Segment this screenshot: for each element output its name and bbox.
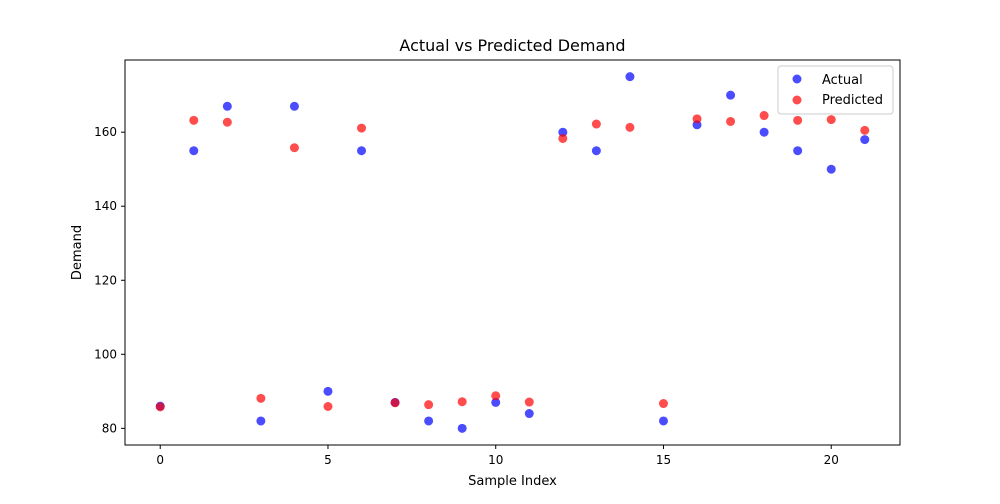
x-tick-label: 10: [488, 453, 503, 467]
point-predicted: [793, 115, 803, 125]
x-tick-label: 15: [656, 453, 671, 467]
legend-label-predicted: Predicted: [822, 93, 883, 108]
point-actual: [591, 146, 601, 156]
legend-marker-actual: [792, 74, 802, 84]
point-actual: [491, 397, 501, 407]
y-axis-label: Demand: [70, 225, 85, 280]
chart-title: Actual vs Predicted Demand: [399, 36, 625, 55]
point-predicted: [524, 397, 534, 407]
point-actual: [189, 146, 199, 156]
point-predicted: [189, 115, 199, 125]
point-predicted: [860, 125, 870, 135]
point-predicted: [424, 400, 434, 410]
legend-label-actual: Actual: [822, 73, 863, 88]
point-predicted: [658, 399, 668, 409]
point-predicted: [289, 143, 299, 153]
x-tick-label: 0: [156, 453, 164, 467]
point-actual: [256, 416, 266, 426]
legend: Actual Predicted: [777, 65, 894, 115]
legend-marker-predicted: [792, 95, 802, 105]
point-actual: [826, 164, 836, 174]
point-actual: [289, 101, 299, 111]
point-actual: [625, 72, 635, 82]
point-predicted: [155, 402, 165, 412]
x-tick-label: 5: [324, 453, 332, 467]
y-tick-label: 120: [94, 273, 117, 287]
point-actual: [793, 146, 803, 156]
point-predicted: [457, 397, 467, 407]
point-predicted: [357, 123, 367, 133]
point-actual: [558, 127, 568, 137]
y-tick-label: 100: [94, 347, 117, 361]
point-actual: [726, 90, 736, 100]
points-layer: [155, 72, 870, 433]
point-predicted: [726, 116, 736, 126]
plot-frame: [124, 59, 901, 446]
point-predicted: [558, 133, 568, 143]
point-actual: [222, 101, 232, 111]
point-predicted: [826, 115, 836, 125]
y-tick-label: 160: [94, 125, 117, 139]
y-tick-label: 140: [94, 199, 117, 213]
x-axis-label: Sample Index: [468, 474, 557, 489]
point-actual: [457, 423, 467, 433]
point-actual: [323, 386, 333, 396]
x-tick-label: 20: [824, 453, 839, 467]
point-actual: [524, 409, 534, 419]
legend-box: [777, 65, 894, 115]
point-predicted: [390, 398, 400, 408]
point-actual: [424, 416, 434, 426]
y-tick-label: 80: [102, 421, 117, 435]
point-actual: [658, 416, 668, 426]
x-axis-ticks: 0 5 10 15 20: [156, 445, 839, 467]
point-predicted: [759, 111, 769, 121]
point-actual: [860, 135, 870, 145]
point-predicted: [591, 119, 601, 129]
point-predicted: [625, 122, 635, 132]
point-predicted: [256, 393, 266, 403]
y-axis-ticks: 80 100 120 140 160: [94, 125, 125, 435]
point-actual: [357, 146, 367, 156]
point-predicted: [222, 117, 232, 127]
point-predicted: [323, 402, 333, 411]
point-actual: [759, 127, 769, 137]
point-predicted: [491, 391, 501, 401]
point-predicted: [692, 114, 702, 124]
